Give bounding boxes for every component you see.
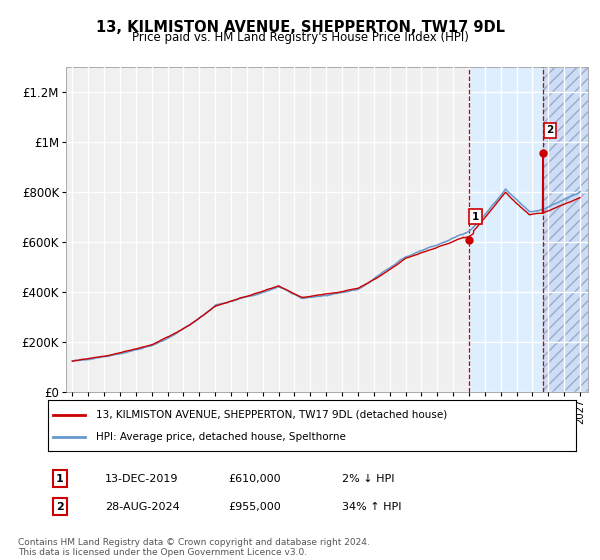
Text: 1: 1 (472, 212, 479, 222)
Text: 2: 2 (546, 125, 553, 136)
Text: 2: 2 (56, 502, 64, 512)
Bar (469, 67, 543, 392)
Text: Contains HM Land Registry data © Crown copyright and database right 2024.
This d: Contains HM Land Registry data © Crown c… (18, 538, 370, 557)
Text: 34% ↑ HPI: 34% ↑ HPI (342, 502, 401, 512)
Text: £955,000: £955,000 (228, 502, 281, 512)
Text: 13, KILMISTON AVENUE, SHEPPERTON, TW17 9DL (detached house): 13, KILMISTON AVENUE, SHEPPERTON, TW17 9… (95, 409, 447, 419)
Text: 28-AUG-2024: 28-AUG-2024 (105, 502, 180, 512)
Text: 13-DEC-2019: 13-DEC-2019 (105, 474, 179, 484)
Bar (543, 51, 588, 392)
Text: 2% ↓ HPI: 2% ↓ HPI (342, 474, 395, 484)
Text: 13, KILMISTON AVENUE, SHEPPERTON, TW17 9DL: 13, KILMISTON AVENUE, SHEPPERTON, TW17 9… (95, 20, 505, 35)
Text: Price paid vs. HM Land Registry's House Price Index (HPI): Price paid vs. HM Land Registry's House … (131, 31, 469, 44)
Text: 1: 1 (56, 474, 64, 484)
Text: HPI: Average price, detached house, Spelthorne: HPI: Average price, detached house, Spel… (95, 432, 346, 442)
Bar (543, 67, 588, 392)
Text: £610,000: £610,000 (228, 474, 281, 484)
